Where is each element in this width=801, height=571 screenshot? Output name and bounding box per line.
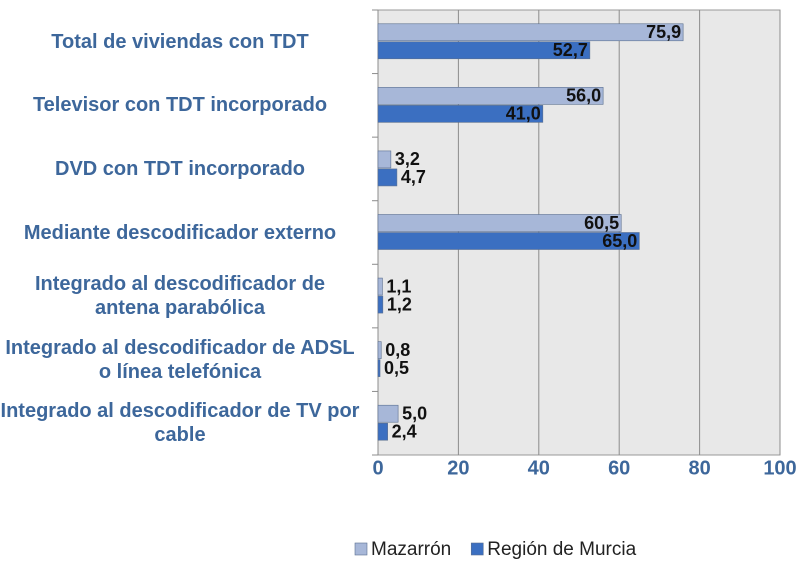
data-label: 1,1 — [386, 276, 411, 296]
data-label: 56,0 — [566, 86, 601, 106]
category-label: Integrado al descodificador de TV por ca… — [0, 400, 360, 447]
bar — [377, 168, 398, 187]
data-label: 75,9 — [646, 22, 681, 42]
legend-swatch — [470, 542, 484, 556]
category-label: Integrado al descodificador de antena pa… — [34, 273, 326, 320]
legend-label: Región de Murcia — [487, 539, 636, 560]
bar — [377, 87, 604, 105]
data-label: 65,0 — [602, 231, 637, 251]
category-label: Televisor con TDT incorporado — [32, 94, 328, 117]
bar — [377, 359, 381, 377]
bar — [377, 23, 684, 42]
bar — [377, 105, 544, 123]
data-label: 2,4 — [392, 421, 417, 441]
bar — [377, 214, 622, 232]
legend-swatch — [354, 542, 368, 556]
data-label: 0,8 — [385, 340, 410, 360]
bar — [377, 404, 399, 423]
bar — [377, 277, 383, 296]
bar — [377, 341, 382, 359]
x-tick-label: 20 — [447, 457, 469, 479]
data-label: 4,7 — [401, 167, 426, 187]
x-tick-label: 100 — [763, 457, 796, 479]
data-label: 52,7 — [553, 40, 588, 60]
bar — [377, 150, 392, 169]
legend-label: Mazarrón — [371, 539, 451, 560]
x-tick-label: 60 — [608, 457, 630, 479]
bar — [377, 41, 591, 60]
x-tick-label: 80 — [688, 457, 710, 479]
data-label: 60,5 — [584, 213, 619, 233]
data-label: 0,5 — [384, 358, 409, 378]
category-label: DVD con TDT incorporado — [55, 157, 305, 180]
x-tick-label: 40 — [528, 457, 550, 479]
category-label: Total de viviendas con TDT — [51, 30, 309, 53]
bar — [377, 295, 384, 314]
data-label: 41,0 — [506, 104, 541, 124]
data-label: 3,2 — [395, 149, 420, 169]
category-label: Integrado al descodificador de ADSL o lí… — [5, 336, 355, 383]
x-tick-label: 0 — [372, 457, 383, 479]
data-label: 1,2 — [387, 294, 412, 314]
data-label: 5,0 — [402, 403, 427, 423]
bar — [377, 422, 388, 441]
bar — [377, 232, 640, 250]
category-label: Mediante descodificador externo — [23, 221, 337, 244]
